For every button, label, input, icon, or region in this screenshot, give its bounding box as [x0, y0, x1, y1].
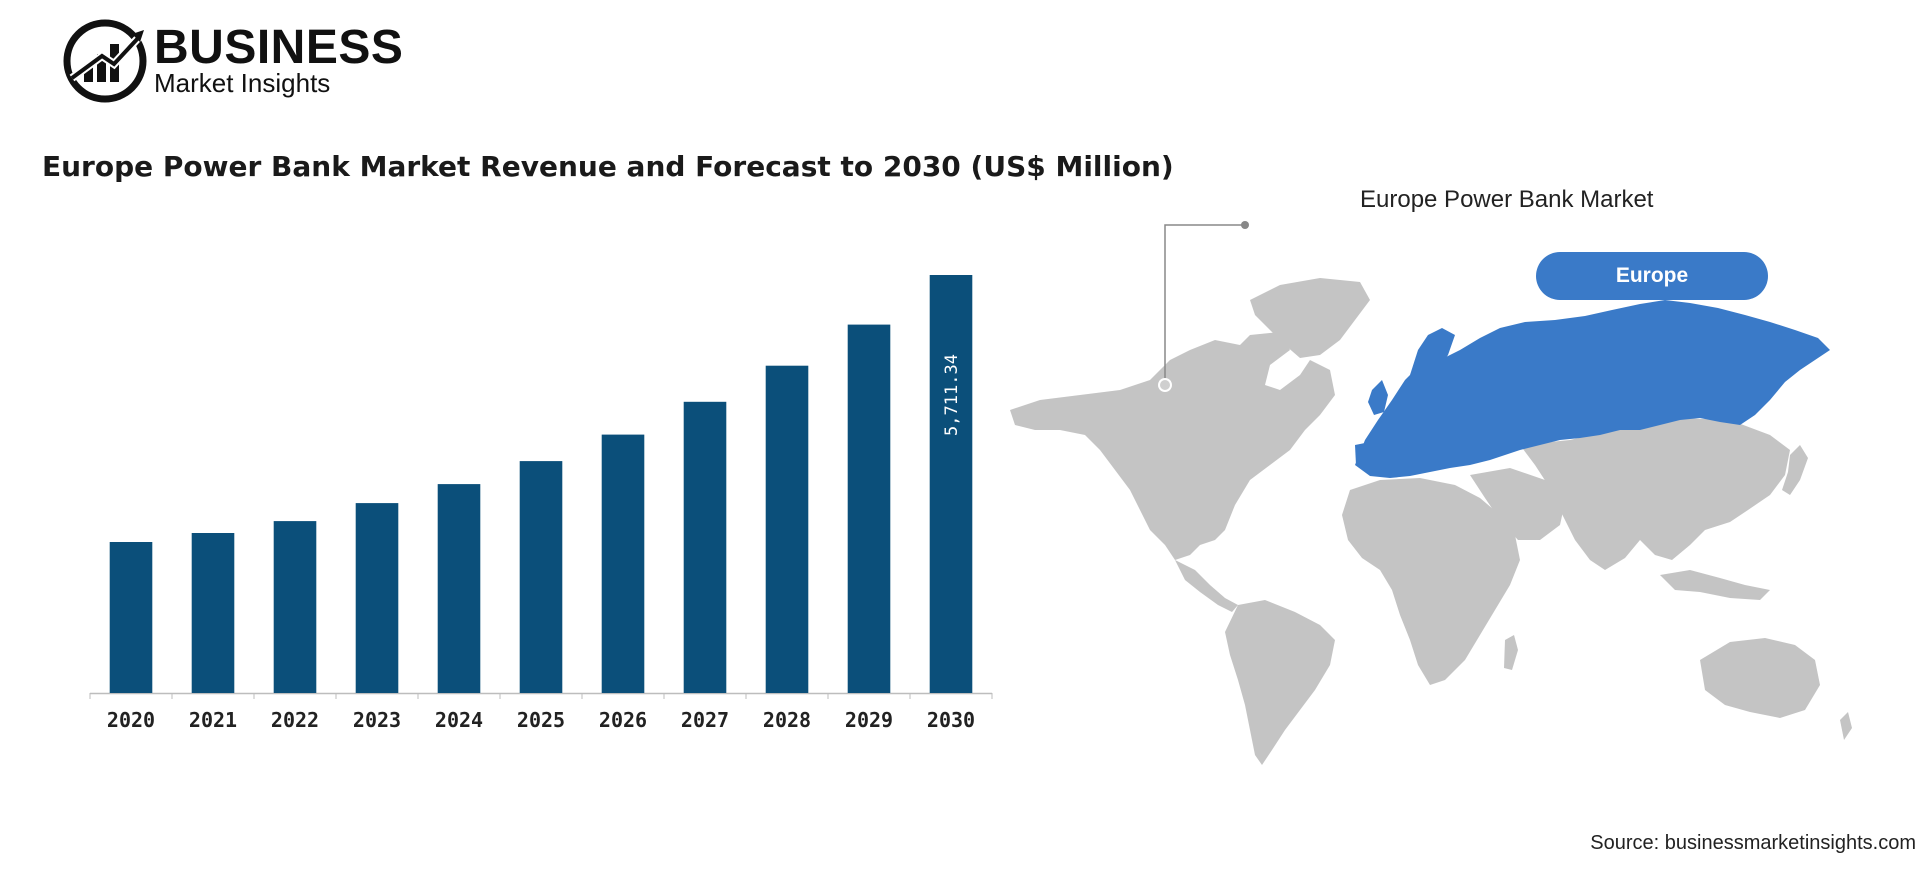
bar-2027: [683, 401, 727, 693]
bar-2026: [601, 434, 645, 693]
bar-2029: [847, 324, 891, 693]
iberia-landmass: [1355, 440, 1392, 472]
europe-russia-landmass: [1355, 300, 1830, 478]
bar-2021: [191, 533, 235, 693]
x-tick-label-2025: 2025: [517, 708, 565, 732]
x-tick-label-2020: 2020: [107, 708, 155, 732]
region-leader-line: [1164, 224, 1245, 385]
bar-2025: [519, 461, 563, 693]
x-tick-label-2030: 2030: [927, 708, 975, 732]
map-title: Europe Power Bank Market: [1360, 186, 1654, 213]
bar-2028: [765, 365, 809, 693]
bar-2020: [109, 542, 153, 693]
scandinavia-landmass: [1410, 328, 1455, 380]
madagascar-landmass: [1504, 635, 1518, 670]
asia-landmass: [1520, 418, 1790, 570]
x-tick-label-2024: 2024: [435, 708, 483, 732]
bar-2022: [273, 521, 317, 693]
brand-logo: BUSINESS Market Insights: [62, 18, 404, 108]
logo-sub-text: Market Insights: [154, 68, 331, 98]
world-map: [1010, 221, 1852, 765]
logo-brand-text: BUSINESS: [154, 21, 404, 74]
x-tick-label-2023: 2023: [353, 708, 401, 732]
africa-landmass: [1342, 478, 1520, 685]
greenland-landmass: [1250, 278, 1370, 358]
bar-2024: [437, 484, 481, 693]
revenue-bar-chart: 2020 2021 2022 2023 2024 2025 2026 2027 2028 2029…: [89, 275, 993, 732]
x-tick-label-2026: 2026: [599, 708, 647, 732]
region-label-pill: Europe: [1536, 252, 1768, 300]
south-america-landmass: [1225, 600, 1335, 765]
region-leader-start-dot: [1241, 221, 1249, 229]
x-tick-label-2028: 2028: [763, 708, 811, 732]
middle-east-landmass: [1470, 468, 1565, 540]
australia-landmass: [1700, 638, 1820, 718]
japan-landmass: [1782, 445, 1808, 495]
bar-chart-globe-logo-icon: [63, 19, 147, 103]
north-america-landmass: [1010, 332, 1335, 560]
world-land: [1010, 278, 1852, 765]
southeast-asia-islands: [1660, 570, 1770, 600]
region-marker-dot: [1158, 378, 1172, 392]
x-tick-label-2021: 2021: [189, 708, 237, 732]
bar-value-label-2030: 5,711.34: [942, 354, 962, 436]
x-tick-label-2022: 2022: [271, 708, 319, 732]
chart-title: Europe Power Bank Market Revenue and For…: [42, 150, 1174, 183]
x-tick-label-2029: 2029: [845, 708, 893, 732]
bar-2030: [929, 275, 973, 693]
x-tick-label-2027: 2027: [681, 708, 729, 732]
europe-region: [1355, 300, 1830, 478]
source-note: Source: businessmarketinsights.com: [1590, 832, 1916, 854]
central-america-landmass: [1175, 560, 1238, 612]
bar-2023: [355, 503, 399, 693]
new-zealand-landmass: [1840, 712, 1852, 740]
uk-landmass: [1368, 380, 1388, 415]
